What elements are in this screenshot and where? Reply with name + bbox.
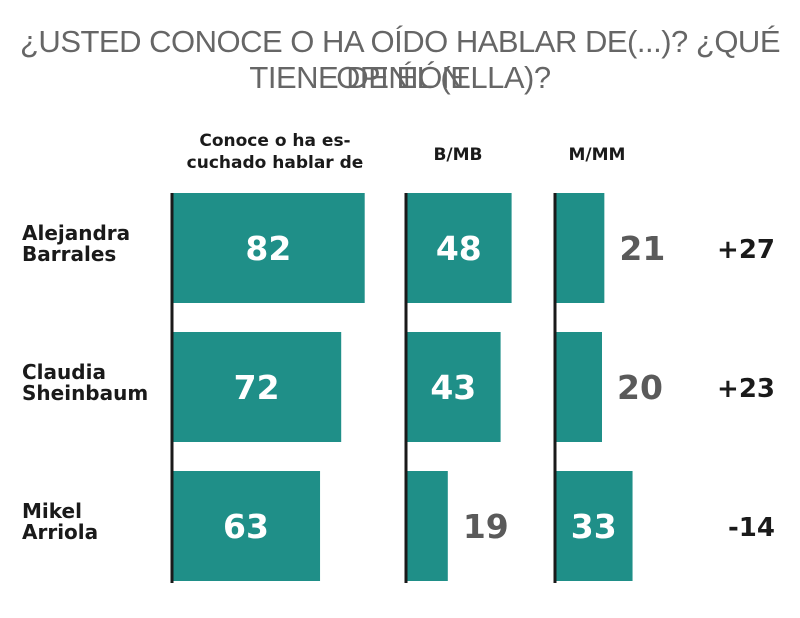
chart-title-line-2: TIENE DE ÉL (ELLA)? bbox=[249, 60, 551, 95]
row-label-1-line-0: Claudia bbox=[22, 360, 106, 384]
bar-s0-c1 bbox=[172, 332, 342, 442]
data-label-s2-c2: 33 bbox=[571, 507, 617, 546]
bar-s0-c2 bbox=[172, 471, 321, 581]
net-value-0: +27 bbox=[717, 235, 775, 265]
bar-s1-c0 bbox=[406, 193, 512, 303]
bar-s1-c2 bbox=[406, 471, 448, 581]
row-label-1-line-1: Sheinbaum bbox=[22, 381, 148, 405]
bar-s2-c2 bbox=[555, 471, 633, 581]
chart-title-line-1: ¿USTED CONOCE O HA OÍDO HABLAR DE(...)? … bbox=[20, 24, 781, 95]
net-value-1: +23 bbox=[717, 374, 775, 404]
row-label-2-line-1: Arriola bbox=[22, 520, 98, 544]
bar-s2-c1 bbox=[555, 332, 602, 442]
row-label-0-line-0: Alejandra bbox=[22, 221, 130, 245]
column-header-1-line-0: B/MB bbox=[433, 145, 482, 165]
data-label-s0-c0: 82 bbox=[245, 229, 291, 268]
data-label-s0-c1: 72 bbox=[234, 368, 280, 407]
data-label-s1-c2: 19 bbox=[463, 507, 509, 546]
row-label-0-line-1: Barrales bbox=[22, 242, 116, 266]
data-label-s1-c0: 48 bbox=[436, 229, 482, 268]
column-header-2-line-0: M/MM bbox=[569, 145, 626, 165]
data-label-s2-c0: 21 bbox=[619, 229, 665, 268]
bar-s1-c1 bbox=[406, 332, 501, 442]
data-label-s1-c1: 43 bbox=[430, 368, 476, 407]
data-label-s2-c1: 20 bbox=[617, 368, 663, 407]
data-label-s0-c2: 63 bbox=[223, 507, 269, 546]
column-header-0-line-0: Conoce o ha es- bbox=[199, 131, 350, 151]
column-header-0-line-1: cuchado hablar de bbox=[187, 153, 364, 173]
bar-s2-c0 bbox=[555, 193, 605, 303]
row-label-2-line-0: Mikel bbox=[22, 499, 82, 523]
net-value-2: -14 bbox=[728, 513, 775, 543]
bar-s0-c0 bbox=[172, 193, 365, 303]
